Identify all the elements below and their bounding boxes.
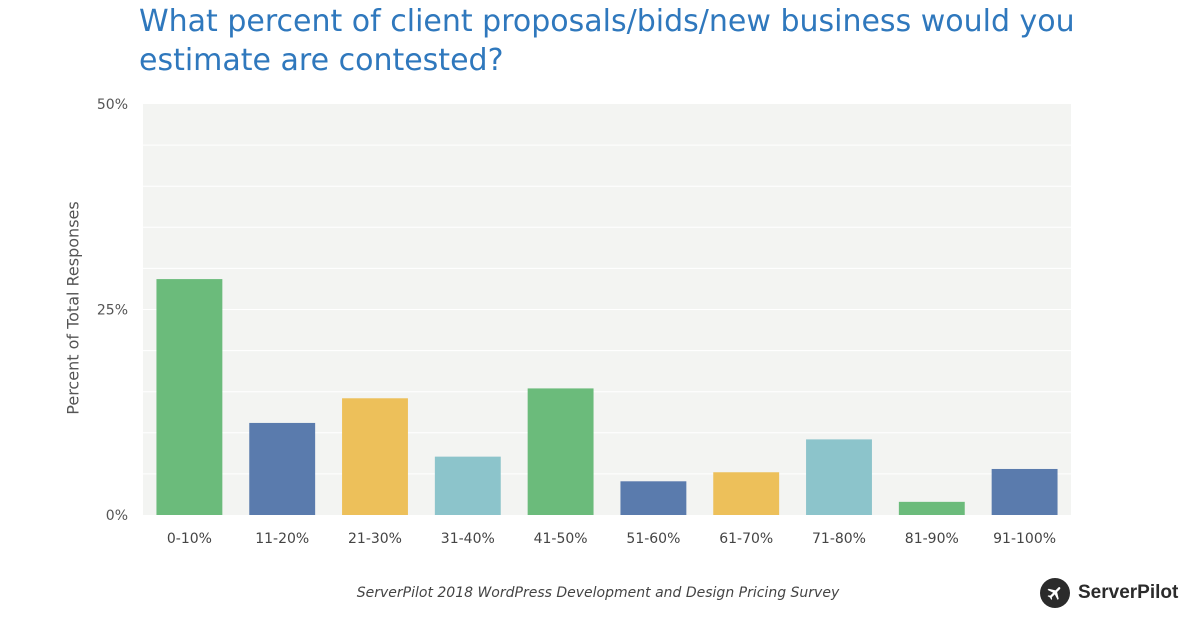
bar-91-100% <box>991 468 1058 515</box>
source-caption: ServerPilot 2018 WordPress Development a… <box>356 585 840 601</box>
x-tick-label: 41-50% <box>534 531 588 547</box>
y-tick-label: 25% <box>97 303 128 319</box>
x-tick-label: 91-100% <box>993 531 1056 547</box>
x-tick-label: 0-10% <box>167 531 212 547</box>
bar-31-40% <box>434 456 501 515</box>
y-axis-label: Percent of Total Responses <box>63 201 83 415</box>
x-tick-label: 51-60% <box>626 531 680 547</box>
y-tick-label: 50% <box>97 97 128 113</box>
x-axis-ticks: 0-10% 11-20% 21-30% 31-40% 41-50% 51-60% 61-70… <box>167 531 1056 547</box>
y-axis-ticks: 0% 25% 50% <box>97 97 128 524</box>
y-tick-label: 0% <box>106 508 128 524</box>
bar-41-50% <box>527 388 594 515</box>
logo-text: ServerPilot <box>1078 582 1179 603</box>
bar-71-80% <box>806 439 872 515</box>
bars <box>156 279 1058 515</box>
chart-title: What percent of client proposals/bids/ne… <box>139 4 1075 78</box>
bar-21-30% <box>342 398 408 515</box>
x-tick-label: 71-80% <box>812 531 866 547</box>
bar-11-20% <box>249 422 316 515</box>
airplane-icon <box>1040 578 1070 608</box>
x-tick-label: 11-20% <box>255 531 309 547</box>
bar-61-70% <box>713 472 780 515</box>
serverpilot-logo: ServerPilot <box>1040 578 1178 608</box>
bar-81-90% <box>898 501 965 515</box>
bar-0-10% <box>156 279 223 515</box>
bar-51-60% <box>620 481 687 515</box>
x-tick-label: 31-40% <box>441 531 495 547</box>
x-tick-label: 21-30% <box>348 531 402 547</box>
x-tick-label: 61-70% <box>719 531 773 547</box>
x-tick-label: 81-90% <box>905 531 959 547</box>
